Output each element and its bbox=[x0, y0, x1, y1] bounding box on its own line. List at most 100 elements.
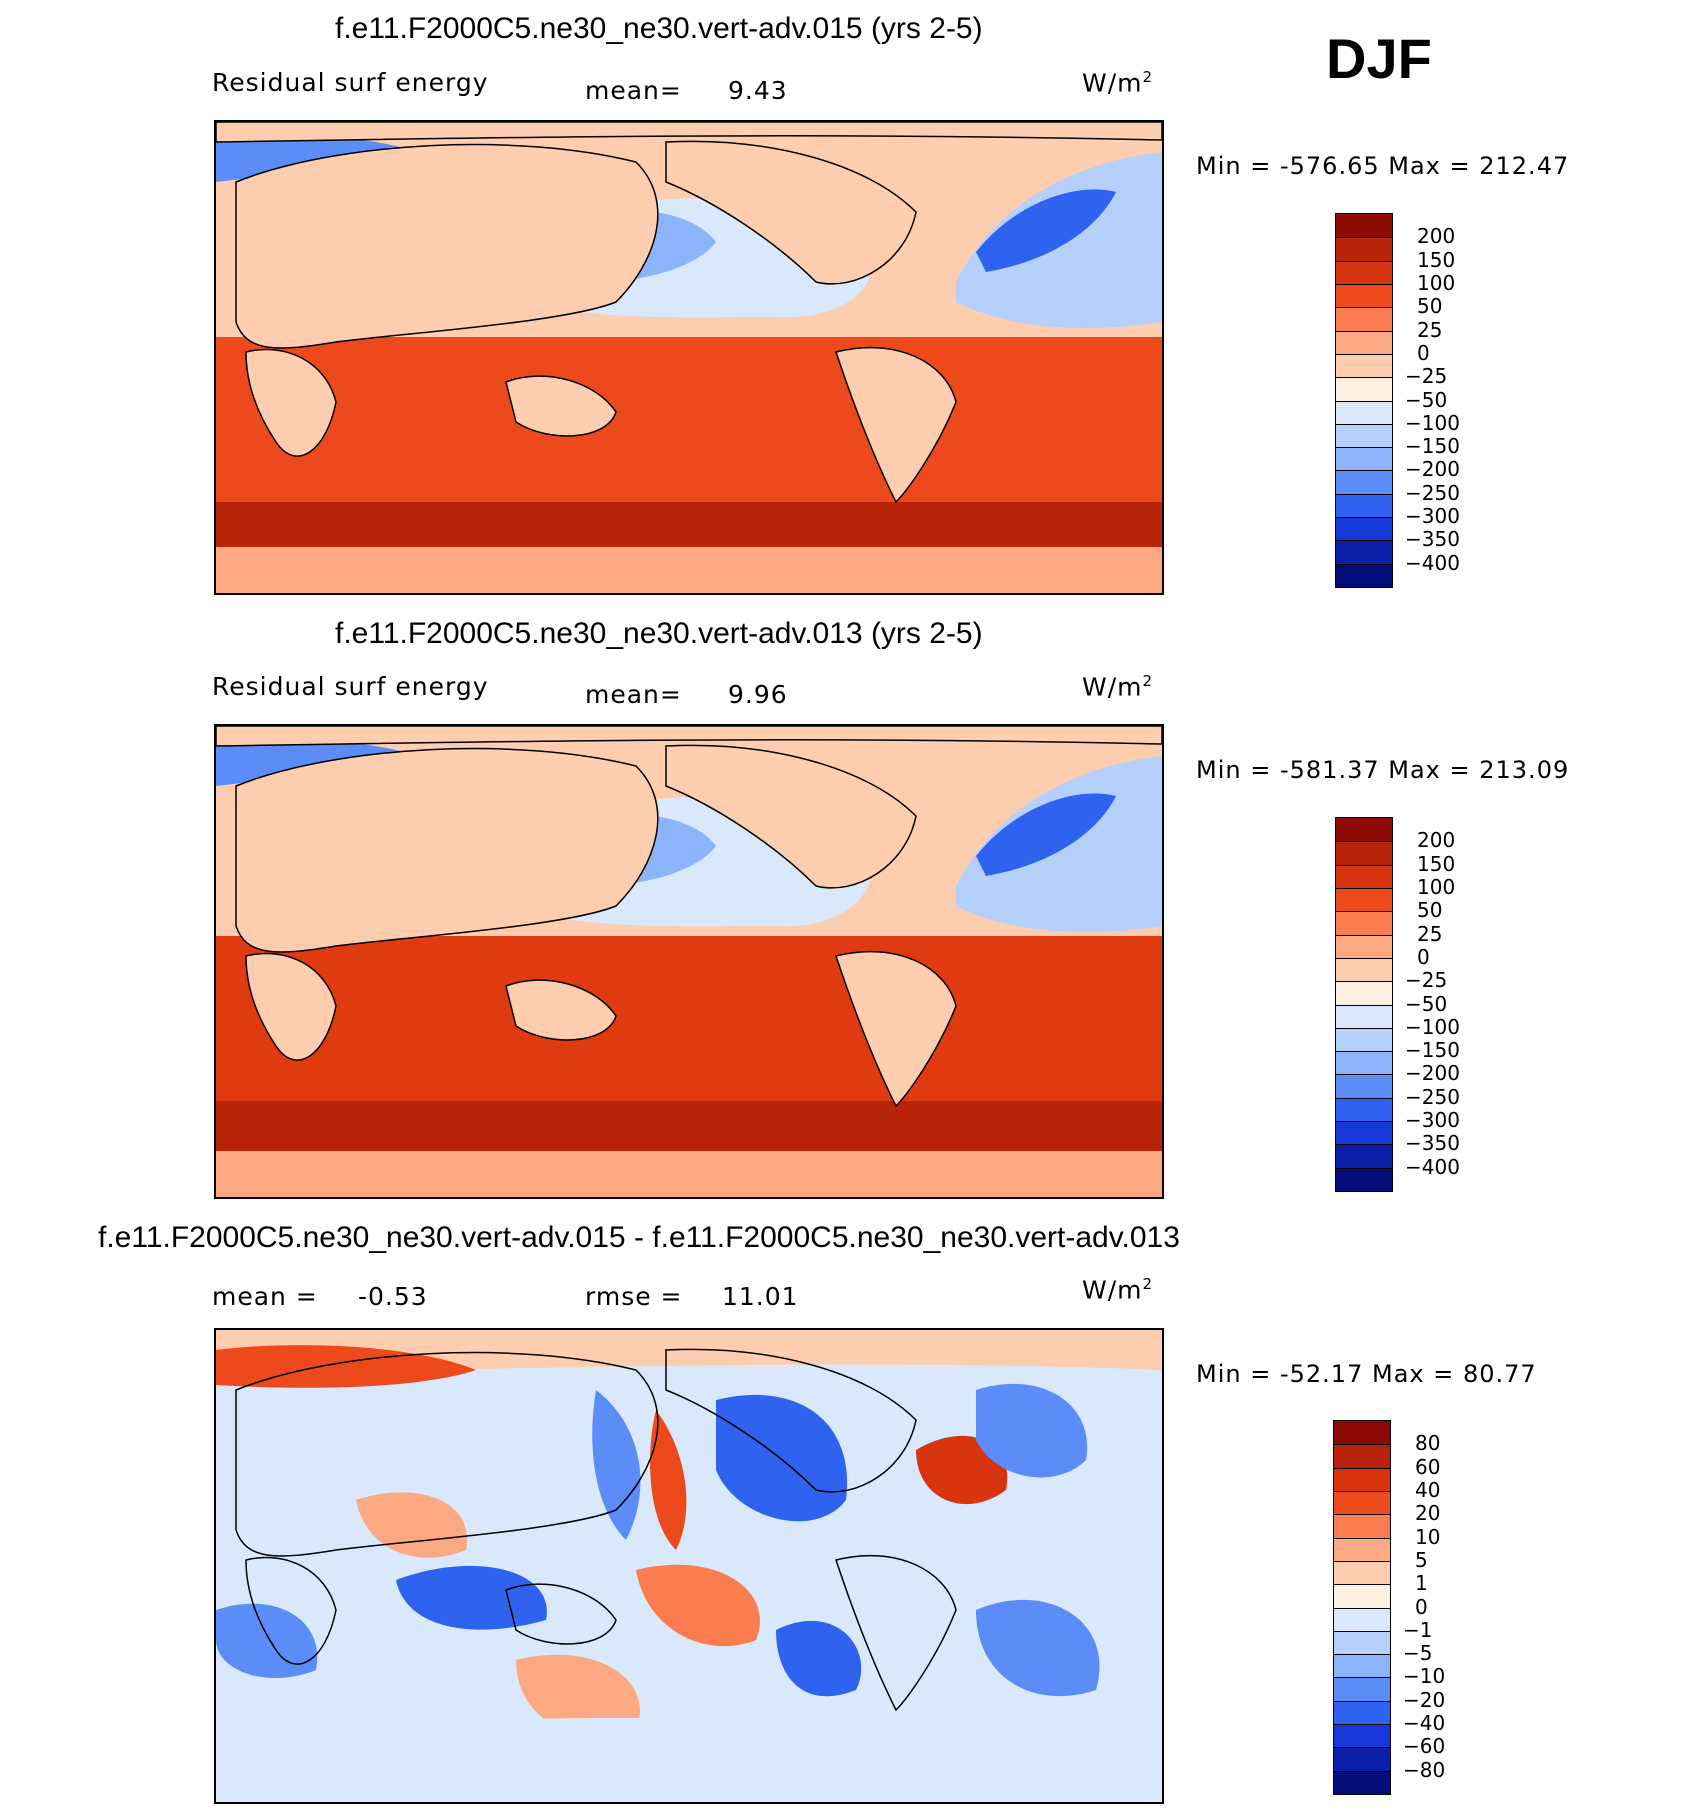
panel1-title: f.e11.F2000C5.ne30_ne30.vert-adv.015 (yr… bbox=[335, 12, 983, 45]
colorbar-swatch bbox=[1336, 540, 1392, 564]
colorbar-swatch bbox=[1334, 1560, 1390, 1585]
colorbar-swatch bbox=[1334, 1607, 1390, 1631]
colorbar-tick-label: −250 bbox=[1405, 480, 1460, 505]
panel3-colorbar bbox=[1333, 1420, 1391, 1795]
colorbar-tick-label: −400 bbox=[1405, 1154, 1460, 1179]
colorbar-tick-label: 40 bbox=[1415, 1477, 1441, 1502]
colorbar-swatch bbox=[1336, 1097, 1392, 1122]
colorbar-tick-label: −350 bbox=[1405, 527, 1460, 552]
colorbar-tick-label: 5 bbox=[1415, 1547, 1428, 1572]
colorbar-swatch bbox=[1336, 517, 1392, 541]
colorbar-swatch bbox=[1336, 887, 1392, 912]
colorbar-tick-label: 60 bbox=[1415, 1454, 1441, 1479]
panel1-field-label: Residual surf energy bbox=[212, 68, 489, 97]
colorbar-tick-label: 20 bbox=[1415, 1501, 1441, 1526]
colorbar-tick-label: −200 bbox=[1405, 1061, 1460, 1086]
colorbar-tick-label: −25 bbox=[1405, 364, 1448, 389]
colorbar-tick-label: −200 bbox=[1405, 457, 1460, 482]
panel1-min-label: Min = bbox=[1196, 152, 1272, 180]
panel2-min-value: -581.37 bbox=[1279, 756, 1380, 784]
colorbar-tick-label: 0 bbox=[1415, 1594, 1428, 1619]
panel2-mean-value: 9.96 bbox=[728, 680, 788, 709]
panel3-colorbar-labels: 80 60 40 20 10 5 1 0 −1 −5 −10 −20 −40 −60 −80 bbox=[1403, 1420, 1523, 1795]
colorbar-tick-label: −40 bbox=[1403, 1711, 1446, 1736]
colorbar-swatch bbox=[1334, 1421, 1390, 1445]
colorbar-swatch bbox=[1334, 1724, 1390, 1748]
colorbar-swatch bbox=[1334, 1537, 1390, 1561]
colorbar-swatch bbox=[1336, 307, 1392, 331]
colorbar-swatch bbox=[1336, 470, 1392, 494]
panel2-max-label: Max = bbox=[1388, 756, 1471, 784]
colorbar-swatch bbox=[1336, 841, 1392, 865]
colorbar-swatch bbox=[1336, 1074, 1392, 1098]
panel1-max-value: 212.47 bbox=[1479, 152, 1570, 180]
panel2-mean-label: mean= bbox=[585, 680, 682, 709]
colorbar-tick-label: −300 bbox=[1405, 1108, 1460, 1133]
panel2-colorbar-labels: 200 150 100 50 25 0 −25 −50 −100 −150 −200 −250 −300… bbox=[1405, 817, 1525, 1192]
panel1-max-label: Max = bbox=[1388, 152, 1471, 180]
panel2-max-value: 213.09 bbox=[1479, 756, 1570, 784]
panel3-min-value: -52.17 bbox=[1279, 1360, 1364, 1388]
panel1-colorbar bbox=[1335, 213, 1393, 588]
colorbar-swatch bbox=[1334, 1514, 1390, 1538]
panel2-field-label: Residual surf energy bbox=[212, 672, 489, 701]
colorbar-swatch bbox=[1336, 283, 1392, 308]
colorbar-swatch bbox=[1336, 981, 1392, 1005]
colorbar-swatch bbox=[1336, 864, 1392, 888]
colorbar-tick-label: −100 bbox=[1405, 410, 1460, 435]
colorbar-tick-label: −80 bbox=[1403, 1757, 1446, 1782]
colorbar-tick-label: −5 bbox=[1403, 1641, 1433, 1666]
panel1-map bbox=[214, 120, 1164, 595]
colorbar-tick-label: −350 bbox=[1405, 1131, 1460, 1156]
season-label: DJF bbox=[1326, 27, 1432, 90]
panel3-rmse-value: 11.01 bbox=[722, 1282, 799, 1311]
panel3-max-label: Max = bbox=[1371, 1360, 1455, 1388]
panel3-title: f.e11.F2000C5.ne30_ne30.vert-adv.015 - f… bbox=[98, 1221, 1180, 1254]
colorbar-swatch bbox=[1334, 1630, 1390, 1655]
colorbar-tick-label: −60 bbox=[1403, 1734, 1446, 1759]
colorbar-swatch bbox=[1336, 1167, 1392, 1191]
panel2-units: W/m2 bbox=[1082, 672, 1154, 702]
colorbar-tick-label: −10 bbox=[1403, 1664, 1446, 1689]
colorbar-tick-label: 200 bbox=[1417, 224, 1456, 249]
panel2-map bbox=[214, 724, 1164, 1199]
colorbar-tick-label: −150 bbox=[1405, 1038, 1460, 1063]
colorbar-swatch bbox=[1334, 1584, 1390, 1608]
colorbar-tick-label: 0 bbox=[1417, 944, 1430, 969]
colorbar-tick-label: 25 bbox=[1417, 921, 1443, 946]
colorbar-tick-label: 100 bbox=[1417, 874, 1456, 899]
colorbar-tick-label: −1 bbox=[1403, 1617, 1433, 1642]
colorbar-swatch bbox=[1336, 214, 1392, 238]
colorbar-tick-label: 150 bbox=[1417, 247, 1456, 272]
panel3-units: W/m2 bbox=[1082, 1275, 1154, 1305]
panel3-min-max: Min = -52.17 Max = 80.77 bbox=[1196, 1360, 1537, 1388]
panel1-units: W/m2 bbox=[1082, 68, 1154, 98]
colorbar-swatch bbox=[1336, 957, 1392, 982]
colorbar-swatch bbox=[1334, 1700, 1390, 1725]
panel2-colorbar bbox=[1335, 817, 1393, 1192]
colorbar-swatch bbox=[1336, 330, 1392, 354]
colorbar-swatch bbox=[1336, 493, 1392, 518]
colorbar-swatch bbox=[1336, 237, 1392, 261]
colorbar-swatch bbox=[1336, 1027, 1392, 1052]
colorbar-swatch bbox=[1336, 447, 1392, 471]
colorbar-swatch bbox=[1336, 260, 1392, 284]
colorbar-swatch bbox=[1336, 1121, 1392, 1145]
panel3-max-value: 80.77 bbox=[1462, 1360, 1537, 1388]
colorbar-swatch bbox=[1336, 1004, 1392, 1028]
colorbar-tick-label: −25 bbox=[1405, 968, 1448, 993]
colorbar-swatch bbox=[1336, 818, 1392, 842]
colorbar-tick-label: −50 bbox=[1405, 991, 1448, 1016]
panel2-min-max: Min = -581.37 Max = 213.09 bbox=[1196, 756, 1569, 784]
colorbar-tick-label: −400 bbox=[1405, 550, 1460, 575]
colorbar-swatch bbox=[1334, 1770, 1390, 1794]
colorbar-tick-label: −100 bbox=[1405, 1014, 1460, 1039]
panel2-min-label: Min = bbox=[1196, 756, 1272, 784]
panel3-mean-value: -0.53 bbox=[358, 1282, 428, 1311]
colorbar-swatch bbox=[1334, 1677, 1390, 1701]
colorbar-swatch bbox=[1334, 1654, 1390, 1678]
panel2-title: f.e11.F2000C5.ne30_ne30.vert-adv.013 (yr… bbox=[335, 617, 983, 650]
panel3-min-label: Min = bbox=[1196, 1360, 1272, 1388]
panel3-mean-label: mean = bbox=[212, 1282, 318, 1311]
panel3-map bbox=[214, 1328, 1164, 1804]
